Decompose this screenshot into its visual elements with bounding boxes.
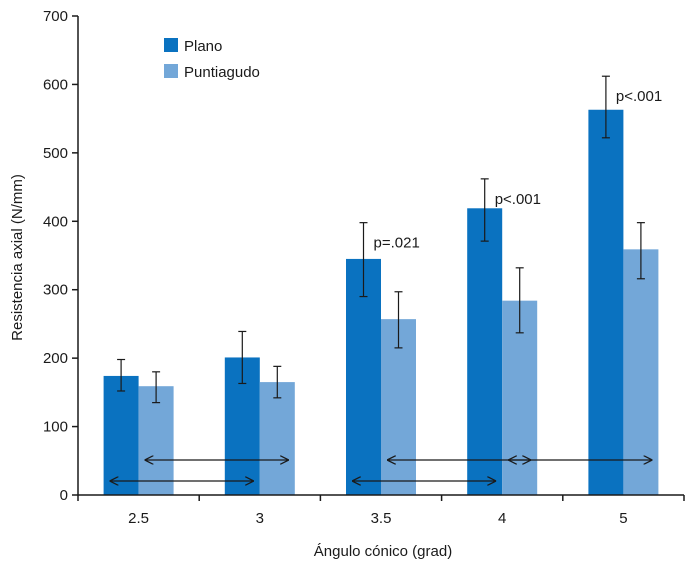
significance-annotation: p<.001 xyxy=(495,191,541,208)
y-tick-label: 600 xyxy=(43,76,68,93)
legend-label-plano: Plano xyxy=(184,38,222,55)
annotations-group: p=.021 p<.001 p<.001 xyxy=(374,88,663,251)
bar-plano-4 xyxy=(467,208,503,495)
legend: Plano Puntiagudo xyxy=(164,38,260,81)
error-bar-puntiagudo-3 xyxy=(273,365,282,399)
error-bar-plano-4 xyxy=(480,178,489,242)
bar-plano-3.5 xyxy=(346,258,381,495)
y-tick-label: 100 xyxy=(43,419,68,436)
error-bars-group xyxy=(117,75,645,404)
bars-group xyxy=(103,109,659,496)
y-tick-label: 200 xyxy=(43,350,68,367)
error-bar-puntiagudo-5 xyxy=(636,222,645,280)
error-bar-plano-5 xyxy=(601,75,610,139)
error-bar-puntiagudo-4 xyxy=(515,267,524,334)
error-bar-puntiagudo-3.5 xyxy=(394,291,403,349)
axes-group: 0 100 200 300 400 500 600 700 2.5 3 3.5 4 5 Ángulo có… xyxy=(9,8,685,560)
comparison-arrows-group xyxy=(109,460,653,481)
x-tick-label: 2.5 xyxy=(128,510,149,527)
y-tick-label: 0 xyxy=(60,487,68,504)
y-tick-label: 300 xyxy=(43,282,68,299)
error-bar-puntiagudo-2.5 xyxy=(152,371,161,404)
significance-annotation: p=.021 xyxy=(374,235,420,252)
error-bar-plano-3.5 xyxy=(359,222,368,298)
legend-swatch-puntiagudo xyxy=(164,64,178,78)
error-bar-plano-2.5 xyxy=(117,358,126,392)
y-tick-label: 400 xyxy=(43,213,68,230)
legend-label-puntiagudo: Puntiagudo xyxy=(184,64,260,81)
bar-puntiagudo-3 xyxy=(259,382,295,495)
x-tick-label: 3 xyxy=(256,510,264,527)
bar-plano-5 xyxy=(588,109,624,496)
bar-puntiagudo-5 xyxy=(623,249,659,495)
y-axis-label: Resistencia axial (N/mm) xyxy=(9,174,26,341)
bar-plano-2.5 xyxy=(103,375,139,495)
y-tick-label: 500 xyxy=(43,145,68,162)
x-tick-label: 4 xyxy=(498,510,506,527)
y-tick-label: 700 xyxy=(43,8,68,25)
significance-annotation: p<.001 xyxy=(616,88,662,105)
x-tick-label: 5 xyxy=(619,510,627,527)
error-bar-plano-3 xyxy=(238,330,247,385)
x-tick-label: 3.5 xyxy=(371,510,392,527)
x-axis-label: Ángulo cónico (grad) xyxy=(314,543,452,560)
legend-swatch-plano xyxy=(164,38,178,52)
